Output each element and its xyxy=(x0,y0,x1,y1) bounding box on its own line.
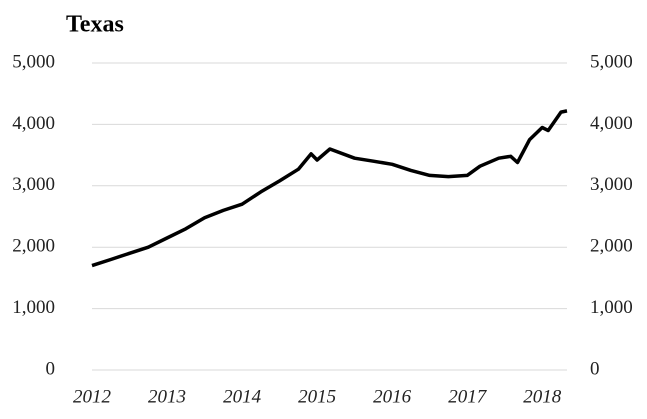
y2-tick-label: 5,000 xyxy=(590,51,633,72)
y-tick-label: 4,000 xyxy=(12,113,55,134)
x-tick-label: 2015 xyxy=(298,386,336,407)
y-tick-label: 2,000 xyxy=(12,236,55,257)
y2-tick-label: 0 xyxy=(590,358,600,379)
line xyxy=(91,109,568,268)
y2-tick-label: 1,000 xyxy=(590,297,633,318)
x-tick-label: 2017 xyxy=(448,386,488,407)
x-tick-label: 2013 xyxy=(148,386,186,407)
chart-title: Texas xyxy=(66,12,124,38)
y2-tick-label: 2,000 xyxy=(590,236,633,257)
y-tick-label: 3,000 xyxy=(12,174,55,195)
x-tick-label: 2016 xyxy=(373,386,412,407)
y2-tick-label: 4,000 xyxy=(590,113,633,134)
y-tick-label: 5,000 xyxy=(12,51,55,72)
y2-tick-label: 3,000 xyxy=(590,174,633,195)
x-tick-label: 2012 xyxy=(73,386,112,407)
x-tick-label: 2018 xyxy=(523,386,562,407)
y-tick-label: 0 xyxy=(46,358,56,379)
x-tick-label: 2014 xyxy=(223,386,262,407)
y-tick-label: 1,000 xyxy=(12,297,55,318)
